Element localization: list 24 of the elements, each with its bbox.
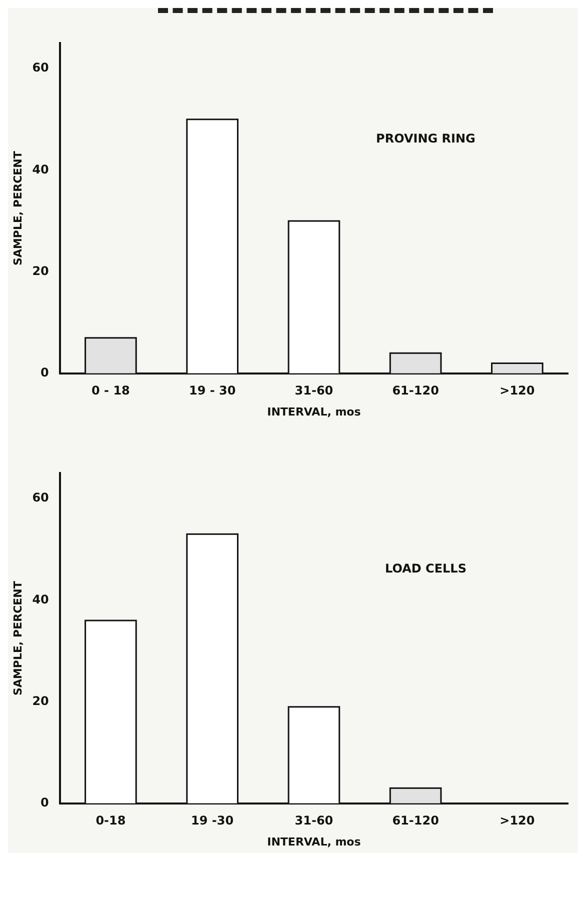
x-tick-label: 31-60 (294, 814, 334, 828)
x-tick-label: 19 -30 (191, 814, 234, 828)
x-tick-label: 31-60 (294, 384, 334, 398)
y-tick-label: 60 (32, 490, 49, 505)
y-tick-label: 20 (32, 264, 49, 278)
x-tick-label: >120 (500, 814, 535, 828)
x-axis-title: INTERVAL, mos (267, 835, 362, 848)
y-tick-label: 40 (32, 592, 49, 606)
y-tick-label: 60 (32, 60, 49, 75)
x-axis-title: INTERVAL, mos (267, 405, 362, 418)
x-tick-label: 0-18 (96, 814, 126, 828)
x-tick-label: 0 - 18 (92, 384, 130, 398)
y-tick-label: 40 (32, 162, 49, 176)
x-tick-label: >120 (500, 384, 535, 398)
y-axis-title: SAMPLE, PERCENT (11, 580, 24, 696)
x-tick-label: 19 - 30 (188, 384, 236, 398)
y-axis-title: SAMPLE, PERCENT (11, 150, 24, 266)
annotation: LOAD CELLS (384, 561, 466, 576)
x-tick-label: 61-120 (392, 384, 439, 398)
annotation: PROVING RING (376, 131, 476, 146)
y-tick-label: 20 (32, 694, 49, 708)
y-tick-label: 0 (40, 366, 49, 380)
x-tick-label: 61-120 (392, 814, 439, 828)
y-tick-label: 0 (40, 796, 49, 810)
